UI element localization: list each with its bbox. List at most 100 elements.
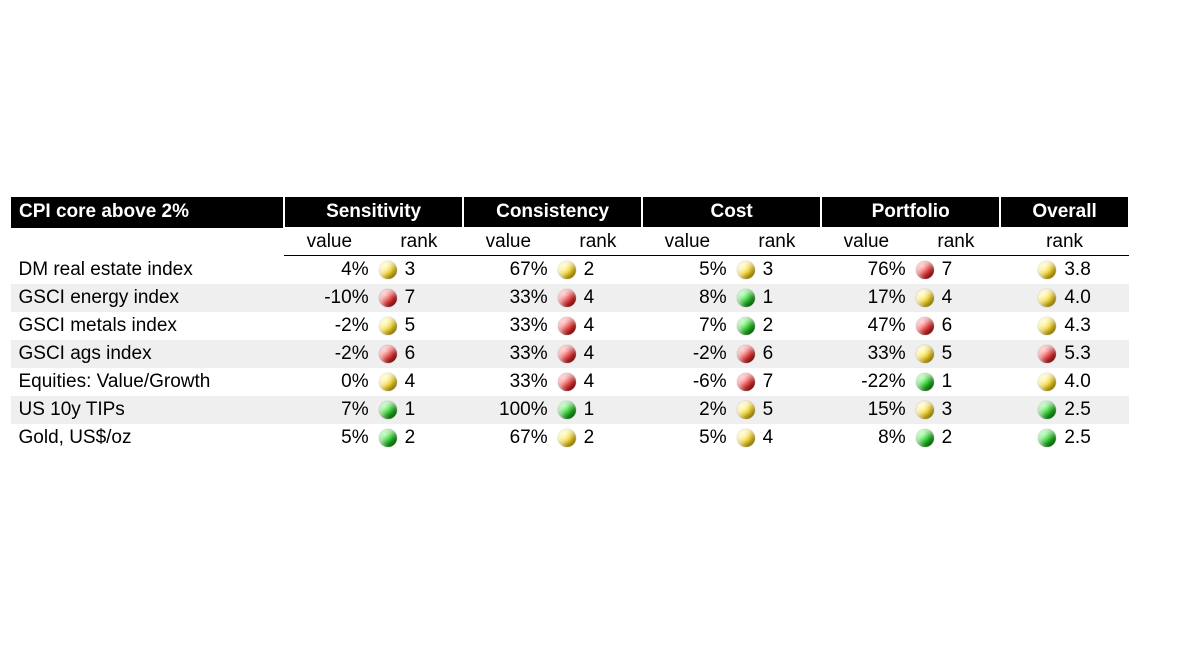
sensitivity-rank: 7 bbox=[375, 284, 464, 312]
sensitivity-rank: 6 bbox=[375, 340, 464, 368]
status-dot-icon bbox=[1038, 289, 1056, 307]
sensitivity-value: 7% bbox=[284, 396, 375, 424]
status-dot-icon bbox=[379, 429, 397, 447]
sensitivity-rank: 4 bbox=[375, 368, 464, 396]
overall-rank: 4.0 bbox=[1000, 368, 1129, 396]
rank-text: 1 bbox=[763, 287, 774, 308]
status-dot-icon bbox=[558, 317, 576, 335]
portfolio-rank: 4 bbox=[912, 284, 1001, 312]
rank-text: 5 bbox=[763, 399, 774, 420]
rank-text: 4 bbox=[942, 287, 953, 308]
cost-rank: 1 bbox=[733, 284, 822, 312]
sensitivity-value: -2% bbox=[284, 312, 375, 340]
sensitivity-value: -10% bbox=[284, 284, 375, 312]
status-dot-icon bbox=[737, 373, 755, 391]
sub-value: value bbox=[821, 228, 912, 256]
rank-text: 3 bbox=[942, 399, 953, 420]
consistency-rank: 4 bbox=[554, 340, 643, 368]
consistency-rank: 4 bbox=[554, 284, 643, 312]
sub-value: value bbox=[284, 228, 375, 256]
rank-text: 2 bbox=[405, 427, 416, 448]
status-dot-icon bbox=[558, 373, 576, 391]
sensitivity-rank: 3 bbox=[375, 256, 464, 285]
cost-rank: 2 bbox=[733, 312, 822, 340]
sub-rank: rank bbox=[912, 228, 1001, 256]
cost-value: -6% bbox=[642, 368, 733, 396]
overall-rank: 4.3 bbox=[1000, 312, 1129, 340]
blank-header bbox=[11, 228, 285, 256]
portfolio-value: 47% bbox=[821, 312, 912, 340]
sensitivity-value: -2% bbox=[284, 340, 375, 368]
portfolio-rank: 5 bbox=[912, 340, 1001, 368]
status-dot-icon bbox=[916, 317, 934, 335]
consistency-value: 33% bbox=[463, 312, 554, 340]
status-dot-icon bbox=[916, 345, 934, 363]
status-dot-icon bbox=[916, 261, 934, 279]
portfolio-value: 15% bbox=[821, 396, 912, 424]
rank-text: 1 bbox=[584, 399, 595, 420]
consistency-rank: 2 bbox=[554, 256, 643, 285]
portfolio-value: 17% bbox=[821, 284, 912, 312]
portfolio-rank: 6 bbox=[912, 312, 1001, 340]
rank-text: 5 bbox=[942, 343, 953, 364]
status-dot-icon bbox=[737, 261, 755, 279]
rank-text: 2 bbox=[584, 427, 595, 448]
cost-rank: 6 bbox=[733, 340, 822, 368]
rank-text: 6 bbox=[405, 343, 416, 364]
consistency-value: 33% bbox=[463, 284, 554, 312]
sensitivity-value: 0% bbox=[284, 368, 375, 396]
rank-text: 4 bbox=[584, 287, 595, 308]
consistency-rank: 2 bbox=[554, 424, 643, 452]
status-dot-icon bbox=[1038, 429, 1056, 447]
col-sensitivity: Sensitivity bbox=[284, 196, 463, 228]
cost-value: 7% bbox=[642, 312, 733, 340]
table-row: GSCI energy index-10%733%48%117%44.0 bbox=[11, 284, 1130, 312]
cost-rank: 7 bbox=[733, 368, 822, 396]
consistency-rank: 4 bbox=[554, 312, 643, 340]
sub-rank: rank bbox=[733, 228, 822, 256]
table-row: GSCI ags index-2%633%4-2%633%55.3 bbox=[11, 340, 1130, 368]
rank-text: 2 bbox=[763, 315, 774, 336]
col-portfolio: Portfolio bbox=[821, 196, 1000, 228]
consistency-rank: 4 bbox=[554, 368, 643, 396]
consistency-value: 100% bbox=[463, 396, 554, 424]
rank-text: 2 bbox=[584, 259, 595, 280]
table-title: CPI core above 2% bbox=[11, 196, 285, 228]
rank-text: 6 bbox=[763, 343, 774, 364]
sub-value: value bbox=[463, 228, 554, 256]
status-dot-icon bbox=[558, 345, 576, 363]
cpi-table: CPI core above 2% Sensitivity Consistenc… bbox=[10, 195, 1130, 452]
status-dot-icon bbox=[558, 401, 576, 419]
overall-rank: 3.8 bbox=[1000, 256, 1129, 285]
status-dot-icon bbox=[1038, 345, 1056, 363]
table-row: GSCI metals index-2%533%47%247%64.3 bbox=[11, 312, 1130, 340]
cost-value: 2% bbox=[642, 396, 733, 424]
consistency-rank: 1 bbox=[554, 396, 643, 424]
consistency-value: 33% bbox=[463, 368, 554, 396]
overall-rank: 2.5 bbox=[1000, 424, 1129, 452]
row-label: Equities: Value/Growth bbox=[11, 368, 285, 396]
rank-text: 6 bbox=[942, 315, 953, 336]
rank-text: 4 bbox=[584, 315, 595, 336]
portfolio-value: -22% bbox=[821, 368, 912, 396]
portfolio-rank: 3 bbox=[912, 396, 1001, 424]
rank-text: 1 bbox=[942, 371, 953, 392]
consistency-value: 67% bbox=[463, 256, 554, 285]
status-dot-icon bbox=[379, 261, 397, 279]
portfolio-value: 33% bbox=[821, 340, 912, 368]
status-dot-icon bbox=[916, 373, 934, 391]
status-dot-icon bbox=[379, 317, 397, 335]
table-row: Equities: Value/Growth0%433%4-6%7-22%14.… bbox=[11, 368, 1130, 396]
status-dot-icon bbox=[737, 289, 755, 307]
rank-text: 4 bbox=[584, 371, 595, 392]
rank-text: 3 bbox=[405, 259, 416, 280]
status-dot-icon bbox=[379, 401, 397, 419]
sub-rank: rank bbox=[1000, 228, 1129, 256]
status-dot-icon bbox=[1038, 373, 1056, 391]
sensitivity-value: 5% bbox=[284, 424, 375, 452]
row-label: DM real estate index bbox=[11, 256, 285, 285]
status-dot-icon bbox=[1038, 317, 1056, 335]
rank-text: 7 bbox=[763, 371, 774, 392]
sub-value: value bbox=[642, 228, 733, 256]
sensitivity-rank: 5 bbox=[375, 312, 464, 340]
